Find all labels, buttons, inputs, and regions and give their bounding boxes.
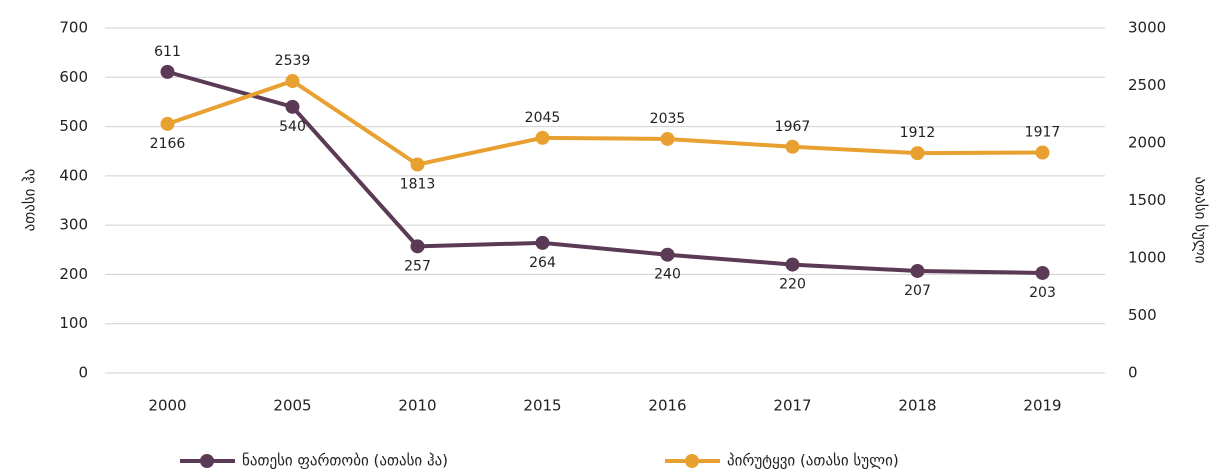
point [785, 257, 800, 272]
data-label: 1813 [400, 177, 436, 193]
point [660, 131, 675, 146]
point [910, 263, 925, 278]
data-label: 2045 [525, 110, 561, 126]
point [660, 247, 675, 262]
y-axis-label: ათასი ჰა [21, 169, 39, 232]
data-label: 540 [279, 119, 306, 135]
series-line [166, 69, 1043, 275]
data-label: 1917 [1025, 125, 1061, 141]
y-tick-label: 400 [59, 166, 88, 184]
x-tick-label: 2016 [648, 397, 686, 415]
x-tick-label: 2000 [148, 397, 186, 415]
y2-tick-label: 3000 [1128, 19, 1166, 37]
point [910, 146, 925, 161]
data-label: 240 [654, 267, 681, 283]
data-label: 203 [1029, 285, 1056, 301]
data-label: 1912 [900, 125, 936, 141]
x-tick-label: 2005 [273, 397, 311, 415]
data-label: 2035 [650, 111, 686, 127]
y-tick-label: 0 [78, 364, 88, 382]
point [535, 130, 550, 145]
x-tick-label: 2015 [523, 397, 561, 415]
data-label: 2539 [275, 53, 311, 69]
x-tick-label: 2018 [898, 397, 936, 415]
point [160, 64, 175, 79]
y2-tick-label: 1500 [1128, 191, 1166, 209]
series-line [166, 78, 1043, 167]
point [535, 235, 550, 250]
y-tick-label: 700 [59, 19, 88, 37]
data-label: 264 [529, 255, 556, 271]
point [785, 139, 800, 154]
y2-tick-label: 500 [1128, 306, 1157, 324]
point [1035, 145, 1050, 160]
legend-label: პირუტყვი (ათასი სული) [727, 452, 899, 470]
data-label: 257 [404, 258, 431, 274]
y2-axis-label: ათასი სული [1192, 176, 1210, 263]
data-label: 207 [904, 283, 931, 299]
point [285, 99, 300, 114]
x-tick-label: 2017 [773, 397, 811, 415]
y-tick-label: 100 [59, 314, 88, 332]
y2-tick-label: 2500 [1128, 76, 1166, 94]
point [410, 157, 425, 172]
data-label: 2166 [150, 136, 186, 152]
data-label: 611 [154, 44, 181, 60]
x-tick-label: 2010 [398, 397, 436, 415]
point [410, 239, 425, 254]
data-label: 220 [779, 277, 806, 293]
y2-tick-label: 2000 [1128, 134, 1166, 152]
data-label: 1967 [775, 119, 811, 135]
y2-tick-label: 0 [1128, 364, 1138, 382]
y-tick-label: 300 [59, 216, 88, 234]
legend-label: ნათესი ფართობი (ათასი ჰა) [242, 452, 448, 470]
point [285, 74, 300, 89]
y2-tick-label: 1000 [1128, 249, 1166, 267]
legend-marker [685, 454, 699, 468]
x-tick-label: 2019 [1023, 397, 1061, 415]
point [1035, 265, 1050, 280]
y-tick-label: 500 [59, 117, 88, 135]
y-tick-label: 200 [59, 265, 88, 283]
point [160, 116, 175, 131]
legend-marker [200, 454, 214, 468]
y-tick-label: 600 [59, 68, 88, 86]
